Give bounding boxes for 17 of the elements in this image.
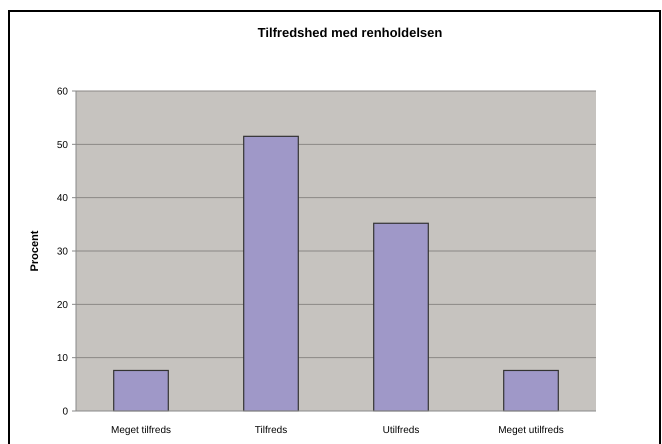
x-tick-label: Meget utilfreds bbox=[498, 425, 564, 436]
y-tick-label: 10 bbox=[56, 353, 68, 364]
x-tick-label: Utilfreds bbox=[382, 425, 420, 436]
y-tick-label: 20 bbox=[56, 300, 68, 311]
x-tick-label: Tilfreds bbox=[254, 425, 288, 436]
x-tick-label: Meget tilfreds bbox=[110, 425, 172, 436]
bar bbox=[503, 370, 559, 412]
y-tick-label: 60 bbox=[56, 86, 68, 98]
y-axis-title: Procent bbox=[29, 230, 41, 272]
y-tick-label: 0 bbox=[62, 406, 68, 418]
bar bbox=[243, 136, 299, 412]
y-tick-label: 40 bbox=[56, 193, 68, 204]
bar bbox=[113, 370, 169, 412]
bar bbox=[373, 222, 429, 412]
chart-title: Tilfredshed med renholdelsen bbox=[258, 25, 442, 40]
y-tick-label: 50 bbox=[56, 140, 68, 151]
y-tick-label: 30 bbox=[56, 246, 68, 258]
